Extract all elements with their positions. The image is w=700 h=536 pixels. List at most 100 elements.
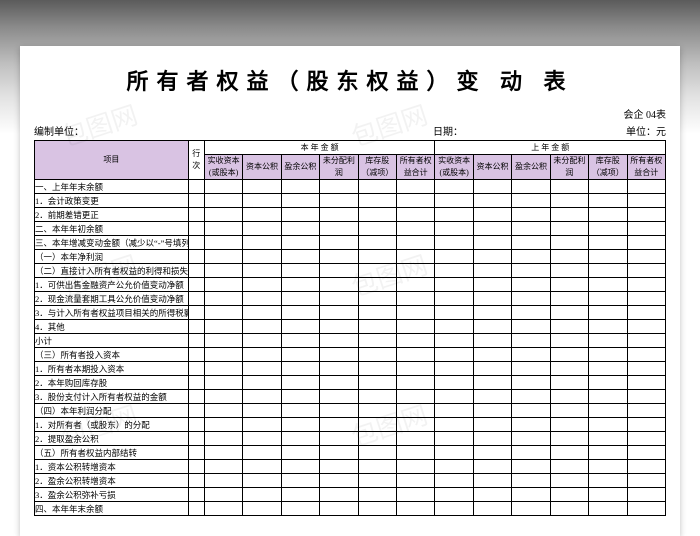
data-cell [473, 236, 511, 250]
row-label: 1．可供出售金融资产公允价值变动净额 [35, 278, 189, 292]
data-cell [320, 446, 358, 460]
data-cell [627, 306, 665, 320]
data-cell [281, 292, 319, 306]
date-label: 日期： [310, 123, 586, 138]
data-cell [512, 334, 550, 348]
data-cell [473, 404, 511, 418]
table-row: 2．现金流量套期工具公允价值变动净额 [35, 292, 666, 306]
line-no-cell [188, 488, 204, 502]
data-cell [435, 390, 473, 404]
data-cell [473, 264, 511, 278]
data-cell [320, 292, 358, 306]
data-cell [473, 390, 511, 404]
data-cell [435, 278, 473, 292]
data-cell [396, 194, 434, 208]
data-cell [435, 222, 473, 236]
data-cell [627, 390, 665, 404]
data-cell [281, 264, 319, 278]
data-cell [281, 376, 319, 390]
line-no-cell [188, 208, 204, 222]
line-no-cell [188, 264, 204, 278]
line-no-cell [188, 460, 204, 474]
data-cell [396, 278, 434, 292]
data-cell [243, 376, 281, 390]
data-cell [396, 334, 434, 348]
data-cell [550, 418, 588, 432]
data-cell [358, 320, 396, 334]
line-no-cell [188, 362, 204, 376]
data-cell [589, 320, 627, 334]
data-cell [204, 208, 242, 222]
table-row: 2．盈余公积转增资本 [35, 474, 666, 488]
table-row: 3．盈余公积弥补亏损 [35, 488, 666, 502]
line-no-cell [188, 446, 204, 460]
row-label: 4．其他 [35, 320, 189, 334]
data-cell [589, 418, 627, 432]
data-cell [473, 488, 511, 502]
data-cell [512, 250, 550, 264]
data-cell [435, 488, 473, 502]
table-row: 2．前期差错更正 [35, 208, 666, 222]
data-cell [281, 432, 319, 446]
data-cell [589, 404, 627, 418]
data-cell [512, 180, 550, 194]
table-row: 2．提取盈余公积 [35, 432, 666, 446]
data-cell [512, 432, 550, 446]
data-cell [204, 390, 242, 404]
data-cell [627, 404, 665, 418]
col-last-year: 上 年 金 额 [435, 141, 666, 155]
data-cell [435, 432, 473, 446]
data-cell [281, 194, 319, 208]
table-row: （五）所有者权益内部结转 [35, 446, 666, 460]
data-cell [550, 390, 588, 404]
data-cell [320, 250, 358, 264]
data-cell [396, 180, 434, 194]
subcol: 未分配利润 [320, 155, 358, 180]
data-cell [204, 264, 242, 278]
data-cell [243, 292, 281, 306]
data-cell [627, 222, 665, 236]
data-cell [396, 502, 434, 516]
data-cell [243, 488, 281, 502]
data-cell [204, 488, 242, 502]
data-cell [550, 292, 588, 306]
data-cell [320, 404, 358, 418]
data-cell [589, 250, 627, 264]
data-cell [473, 334, 511, 348]
data-cell [320, 488, 358, 502]
data-cell [204, 418, 242, 432]
line-no-cell [188, 194, 204, 208]
data-cell [512, 502, 550, 516]
unit-label: 单位：元 [586, 123, 666, 138]
data-cell [320, 180, 358, 194]
data-cell [243, 208, 281, 222]
data-cell [589, 334, 627, 348]
org-label: 编制单位： [34, 123, 310, 138]
subcol: 资本公积 [243, 155, 281, 180]
data-cell [627, 278, 665, 292]
data-cell [435, 292, 473, 306]
data-cell [281, 180, 319, 194]
equity-table: 项目 行次 本 年 金 额 上 年 金 额 实收资本(或股本) 资本公积 盈余公… [34, 140, 666, 516]
data-cell [396, 250, 434, 264]
data-cell [473, 362, 511, 376]
data-cell [281, 418, 319, 432]
line-no-cell [188, 348, 204, 362]
data-cell [589, 264, 627, 278]
data-cell [589, 278, 627, 292]
subcol: 库存股（减项） [358, 155, 396, 180]
data-cell [281, 278, 319, 292]
data-cell [396, 460, 434, 474]
data-cell [358, 390, 396, 404]
data-cell [550, 348, 588, 362]
data-cell [589, 446, 627, 460]
table-row: 1．资本公积转增资本 [35, 460, 666, 474]
data-cell [435, 362, 473, 376]
data-cell [512, 418, 550, 432]
data-cell [358, 376, 396, 390]
line-no-cell [188, 278, 204, 292]
data-cell [512, 460, 550, 474]
subcol: 实收资本(或股本) [204, 155, 242, 180]
row-label: 一、上年年末余额 [35, 180, 189, 194]
row-label: 三、本年增减变动金额（减少以“-”号填列） [35, 236, 189, 250]
